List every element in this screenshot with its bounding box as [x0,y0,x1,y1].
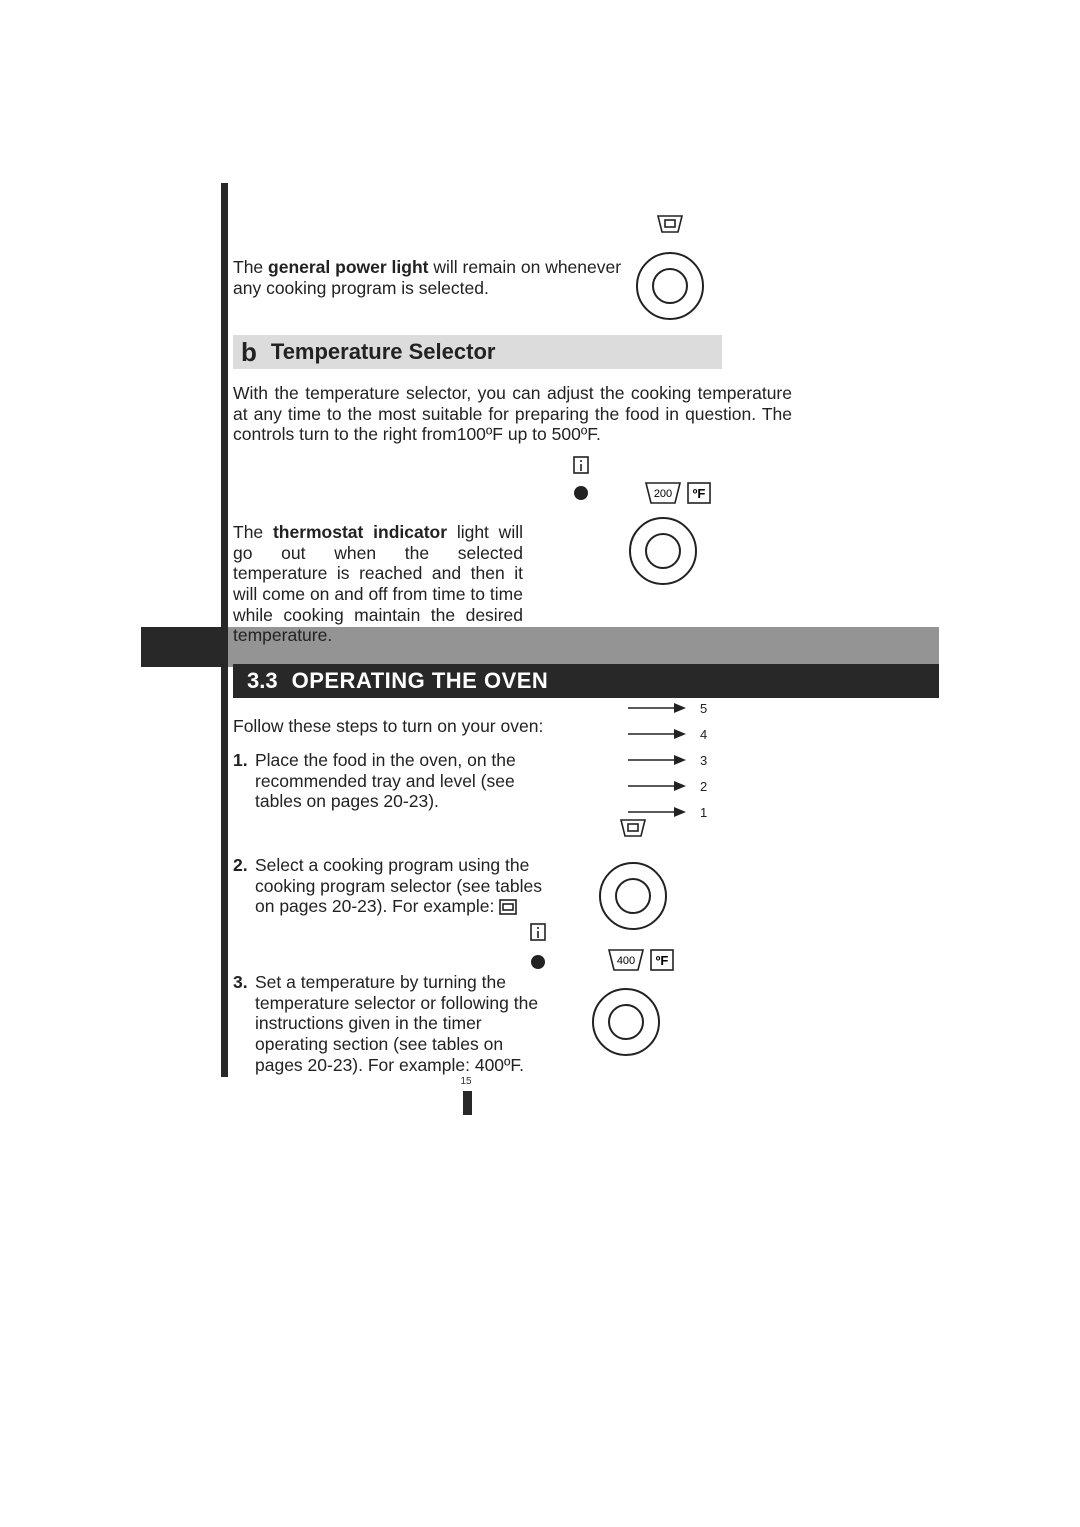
temp-value: 200 [654,488,672,500]
temp-value: 400 [617,955,635,967]
list-number: 1. [233,750,248,771]
temp-knob-400-figure: 400 ºF [523,920,703,1070]
section-b-heading: b Temperature Selector [233,335,722,369]
section-title-33: OPERATING THE OVEN [292,668,549,694]
step-2: 2. Select a cooking program using the co… [233,855,543,935]
section-letter: b [233,337,271,368]
temp-intro: With the temperature selector, you can a… [233,383,792,445]
manual-page: The general power light will remain on w… [0,0,1080,1527]
list-number: 2. [233,855,248,876]
program-example-icon [499,899,517,915]
step-3: 3. Set a temperature by turning the temp… [233,972,543,1082]
temp-unit: ºF [656,953,669,968]
list-number: 3. [233,972,248,993]
power-light-text: The general power light will remain on w… [233,257,629,298]
rack-label: 3 [700,753,707,768]
rack-label: 1 [700,805,707,820]
rack-label: 2 [700,779,707,794]
t: The [233,522,273,542]
list-text: Place the food in the oven, on the recom… [255,750,543,812]
rack-label: 4 [700,727,707,742]
section-number: 3.3 [233,664,292,698]
side-tab [141,627,221,667]
intro-33: Follow these steps to turn on your oven: [233,716,543,737]
t: The [233,257,268,277]
temp-unit: ºF [693,486,706,501]
page-number: 15 [451,1076,481,1087]
step-1: 1. Place the food in the oven, on the re… [233,750,543,820]
temp-knob-200-figure: 200 ºF [566,453,736,593]
thermo-text: The thermostat indicator light will go o… [233,522,523,646]
t: general power light [268,257,428,277]
list-text: Select a cooking program using the cooki… [255,855,543,917]
section-3-3-heading: 3.3 OPERATING THE OVEN [233,664,939,698]
t: thermostat indicator [273,522,447,542]
rack-label: 5 [700,701,707,716]
page-mark [463,1091,472,1115]
vertical-rule [221,183,228,1077]
list-text: Set a temperature by turning the tempera… [255,972,543,1075]
program-knob-figure [625,214,715,329]
section-title: Temperature Selector [271,339,496,365]
